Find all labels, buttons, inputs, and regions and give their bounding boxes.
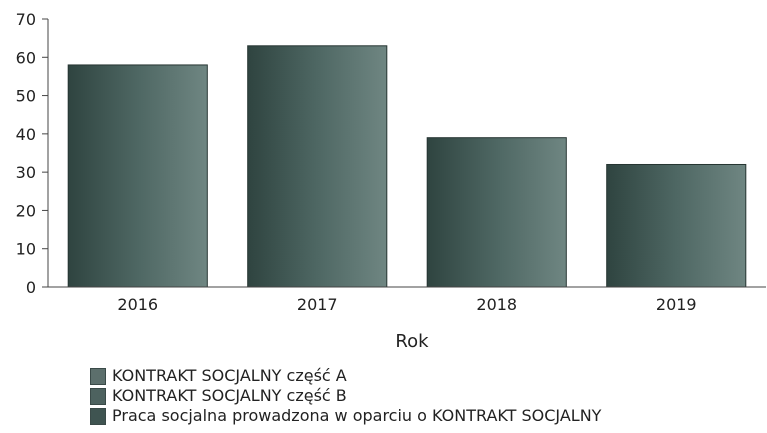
legend-label: KONTRAKT SOCJALNY część B xyxy=(112,386,347,405)
y-tick-label: 20 xyxy=(16,201,36,220)
legend-item: Praca socjalna prowadzona w oparciu o KO… xyxy=(90,406,601,426)
legend-swatch-icon xyxy=(90,387,106,405)
x-tick-label: 2016 xyxy=(117,295,158,314)
legend-swatch-icon xyxy=(90,407,106,425)
y-tick-label: 60 xyxy=(16,48,36,67)
x-tick-label: 2019 xyxy=(656,295,697,314)
x-tick-label: 2018 xyxy=(476,295,517,314)
y-tick-label: 10 xyxy=(16,240,36,259)
y-tick-label: 30 xyxy=(16,163,36,182)
x-axis-title: Rok xyxy=(395,331,429,352)
bar-2019 xyxy=(606,163,747,288)
legend-swatch-icon xyxy=(90,367,106,385)
y-tick-label: 0 xyxy=(26,278,36,297)
legend-label: Praca socjalna prowadzona w oparciu o KO… xyxy=(112,406,602,425)
bar-2016 xyxy=(67,64,208,288)
bar-2017 xyxy=(247,45,388,288)
bars xyxy=(67,45,747,288)
legend-label: KONTRAKT SOCJALNY część A xyxy=(112,366,347,385)
x-axis: 2016 2017 2018 2019 xyxy=(48,286,766,314)
bar-2018 xyxy=(426,137,567,288)
bar-chart: 0 10 20 30 40 50 60 70 2016 2017 2018 2019 Rok xyxy=(16,10,766,352)
x-tick-label: 2017 xyxy=(297,295,338,314)
y-tick-label: 50 xyxy=(16,87,36,106)
y-tick-label: 70 xyxy=(16,10,36,29)
y-tick-label: 40 xyxy=(16,125,36,144)
y-axis: 0 10 20 30 40 50 60 70 xyxy=(16,10,49,297)
legend: KONTRAKT SOCJALNY część A KONTRAKT SOCJA… xyxy=(90,366,601,426)
legend-item: KONTRAKT SOCJALNY część A xyxy=(90,366,601,386)
legend-item: KONTRAKT SOCJALNY część B xyxy=(90,386,601,406)
